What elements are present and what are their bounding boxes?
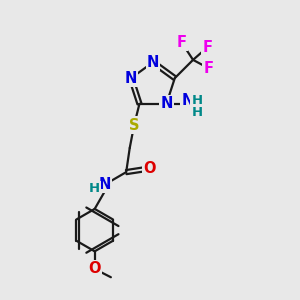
Text: F: F bbox=[203, 61, 213, 76]
Text: S: S bbox=[129, 118, 140, 133]
Text: H: H bbox=[89, 182, 100, 195]
Text: F: F bbox=[202, 40, 212, 55]
Text: N: N bbox=[160, 96, 172, 111]
Text: N: N bbox=[182, 93, 194, 108]
Text: O: O bbox=[143, 161, 155, 176]
Text: N: N bbox=[125, 70, 137, 86]
Text: H: H bbox=[191, 106, 203, 118]
Text: F: F bbox=[177, 35, 187, 50]
Text: H: H bbox=[191, 94, 203, 107]
Text: N: N bbox=[99, 177, 111, 192]
Text: N: N bbox=[147, 55, 159, 70]
Text: O: O bbox=[88, 262, 101, 277]
